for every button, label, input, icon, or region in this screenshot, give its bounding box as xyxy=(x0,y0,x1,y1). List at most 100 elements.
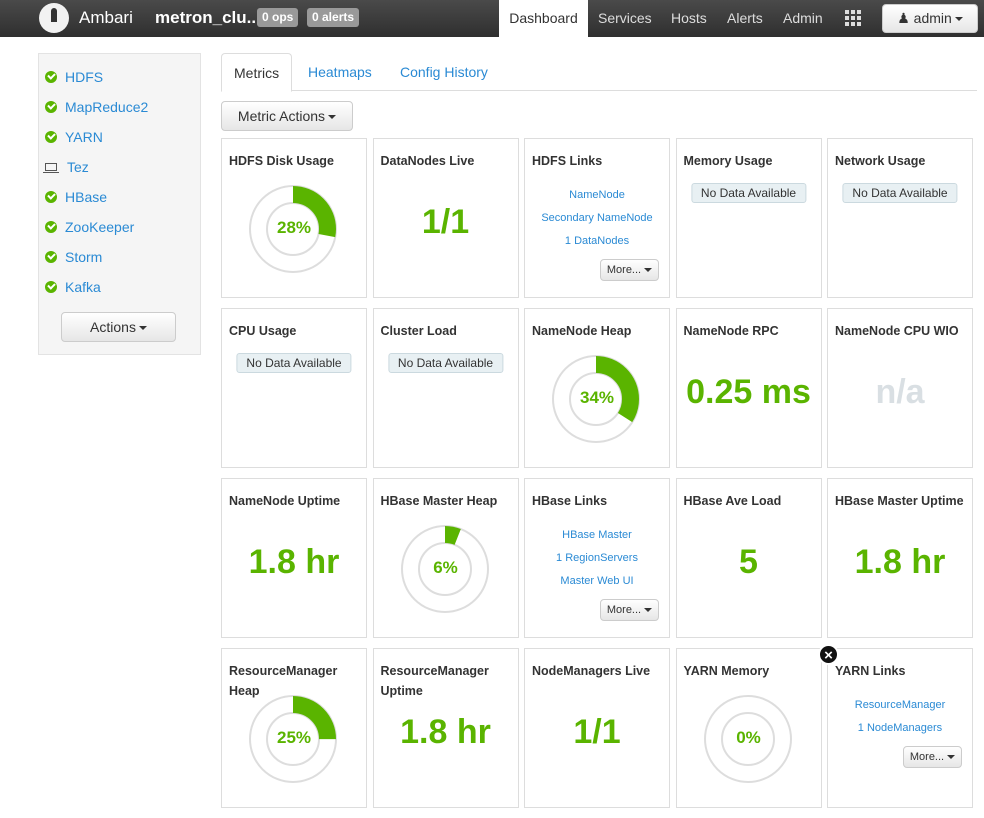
metric-actions-button[interactable]: Metric Actions xyxy=(221,101,353,131)
caret-down-icon xyxy=(644,608,653,613)
more-label: More... xyxy=(606,264,642,276)
widget-nodemanagers-live[interactable]: NodeManagers Live 1/1 xyxy=(524,648,670,808)
widget-link[interactable]: HBase Master xyxy=(562,529,632,541)
status-ok-icon xyxy=(45,251,57,263)
service-name: YARN xyxy=(65,129,103,145)
service-name: ZooKeeper xyxy=(65,219,135,235)
nav-hosts[interactable]: Hosts xyxy=(671,10,707,26)
widget-namenode-uptime[interactable]: NameNode Uptime 1.8 hr xyxy=(221,478,367,638)
widget-cpu-usage[interactable]: CPU Usage No Data Available xyxy=(221,308,367,468)
caret-down-icon xyxy=(328,115,337,120)
widget-resourcemanager-heap[interactable]: ResourceManager Heap 25% xyxy=(221,648,367,808)
widget-hbase-ave-load[interactable]: HBase Ave Load 5 xyxy=(675,478,822,638)
donut-outer-ring xyxy=(703,695,792,783)
widget-hdfs-disk-usage[interactable]: HDFS Disk Usage 28% xyxy=(221,138,367,298)
status-ok-icon xyxy=(45,71,57,83)
remove-widget-close-icon[interactable]: × xyxy=(818,644,839,665)
widget-network-usage[interactable]: Network Usage No Data Available xyxy=(827,138,973,298)
donut-used-arc xyxy=(401,526,488,612)
widget-link[interactable]: ResourceManager xyxy=(854,699,946,711)
sidebar-item-yarn[interactable]: YARN xyxy=(45,127,103,147)
donut-percent-label: 25% xyxy=(276,728,312,747)
dashboard-tabs: Metrics Heatmaps Config History xyxy=(221,53,977,92)
donut-used-arc xyxy=(250,696,336,782)
widget-yarn-links[interactable]: YARN Links ResourceManager 1 NodeManagers M… xyxy=(827,648,973,808)
widget-link[interactable]: NameNode xyxy=(569,189,625,201)
widget-title: DataNodes Live xyxy=(380,154,475,168)
actions-label: Actions xyxy=(90,319,136,335)
ops-badge[interactable]: 0 ops xyxy=(257,8,299,27)
widget-value: 0.25 ms xyxy=(686,373,811,411)
sidebar-item-tez[interactable]: Tez xyxy=(43,157,89,177)
widget-namenode-heap[interactable]: NameNode Heap 34% xyxy=(524,308,670,468)
tab-heatmaps[interactable]: Heatmaps xyxy=(308,64,372,80)
status-ok-icon xyxy=(45,131,57,143)
ambari-logo-icon[interactable] xyxy=(39,3,69,33)
widget-link[interactable]: Secondary NameNode xyxy=(541,212,653,224)
alerts-badge[interactable]: 0 alerts xyxy=(307,8,360,27)
sidebar-item-hbase[interactable]: HBase xyxy=(45,187,107,207)
widget-value: 5 xyxy=(739,543,758,581)
donut-chart xyxy=(249,695,337,783)
widget-title: Network Usage xyxy=(835,154,926,168)
widget-link[interactable]: Master Web UI xyxy=(560,575,634,587)
more-dropdown-button[interactable]: More... xyxy=(903,746,962,768)
tab-config-history[interactable]: Config History xyxy=(400,64,488,80)
widget-link[interactable]: 1 DataNodes xyxy=(564,235,630,247)
sidebar-item-storm[interactable]: Storm xyxy=(45,247,102,267)
views-grid-icon[interactable] xyxy=(845,10,861,26)
widget-namenode-cpu-wio[interactable]: NameNode CPU WIO n/a xyxy=(827,308,973,468)
no-data-label: No Data Available xyxy=(690,183,807,203)
user-menu-button[interactable]: ♟ admin xyxy=(882,4,978,33)
tab-metrics[interactable]: Metrics xyxy=(221,53,293,92)
widget-title: HDFS Links xyxy=(532,154,603,168)
widget-title: HBase Master Uptime xyxy=(835,494,964,508)
donut-inner-ring xyxy=(720,712,775,766)
nav-alerts[interactable]: Alerts xyxy=(727,10,763,26)
caret-down-icon xyxy=(954,17,963,22)
cluster-name[interactable]: metron_clu... xyxy=(155,8,261,27)
actions-button[interactable]: Actions xyxy=(61,312,176,342)
more-dropdown-button[interactable]: More... xyxy=(600,599,659,621)
sidebar-item-hdfs[interactable]: HDFS xyxy=(45,67,103,87)
service-name: HBase xyxy=(65,189,108,205)
nav-dashboard[interactable]: Dashboard xyxy=(499,0,588,37)
caret-down-icon xyxy=(138,326,147,331)
widget-title: HBase Master Heap xyxy=(380,494,498,508)
widget-title: HBase Ave Load xyxy=(683,494,782,508)
sidebar-item-mapreduce2[interactable]: MapReduce2 xyxy=(45,97,148,117)
sidebar-item-zookeeper[interactable]: ZooKeeper xyxy=(45,217,134,237)
caret-down-icon xyxy=(947,755,956,760)
widget-hdfs-links[interactable]: HDFS Links NameNode Secondary NameNode 1 Da… xyxy=(524,138,670,298)
widget-title: HDFS Disk Usage xyxy=(229,154,334,168)
donut-percent-label: 6% xyxy=(433,558,458,577)
widget-hbase-master-uptime[interactable]: HBase Master Uptime 1.8 hr xyxy=(827,478,973,638)
sidebar-item-kafka[interactable]: Kafka xyxy=(45,277,101,297)
widget-namenode-rpc[interactable]: NameNode RPC 0.25 ms xyxy=(675,308,822,468)
widget-yarn-memory[interactable]: YARN Memory 0% xyxy=(675,648,822,808)
widget-hbase-master-heap[interactable]: HBase Master Heap 6% xyxy=(372,478,519,638)
brand-name[interactable]: Ambari xyxy=(79,8,133,27)
service-name: Kafka xyxy=(65,279,101,295)
more-dropdown-button[interactable]: More... xyxy=(600,259,659,281)
widget-hbase-links[interactable]: HBase Links HBase Master 1 RegionServers Ma… xyxy=(524,478,670,638)
client-laptop-icon xyxy=(43,163,59,173)
nav-admin[interactable]: Admin xyxy=(783,10,823,26)
donut-chart xyxy=(249,185,337,273)
widget-datanodes-live[interactable]: DataNodes Live 1/1 xyxy=(372,138,519,298)
nav-services[interactable]: Services xyxy=(598,10,652,26)
widget-title: NodeManagers Live xyxy=(532,664,651,678)
widget-link[interactable]: 1 NodeManagers xyxy=(857,722,943,734)
services-sidebar: Actions HDFS MapReduce2 YARN Tez HBase ZooKee… xyxy=(38,53,201,355)
widget-title: ResourceManager Heap xyxy=(229,664,338,698)
more-label: More... xyxy=(909,751,945,763)
widget-value: 1.8 hr xyxy=(248,543,340,581)
donut-used-arc xyxy=(553,356,639,442)
widget-resourcemanager-uptime[interactable]: ResourceManager Uptime 1.8 hr xyxy=(372,648,519,808)
service-name: HDFS xyxy=(65,69,104,85)
donut-percent-label: 28% xyxy=(276,218,312,237)
widget-title: Cluster Load xyxy=(380,324,457,338)
widget-memory-usage[interactable]: Memory Usage No Data Available xyxy=(675,138,822,298)
widget-link[interactable]: 1 RegionServers xyxy=(556,552,638,564)
widget-cluster-load[interactable]: Cluster Load No Data Available xyxy=(372,308,519,468)
